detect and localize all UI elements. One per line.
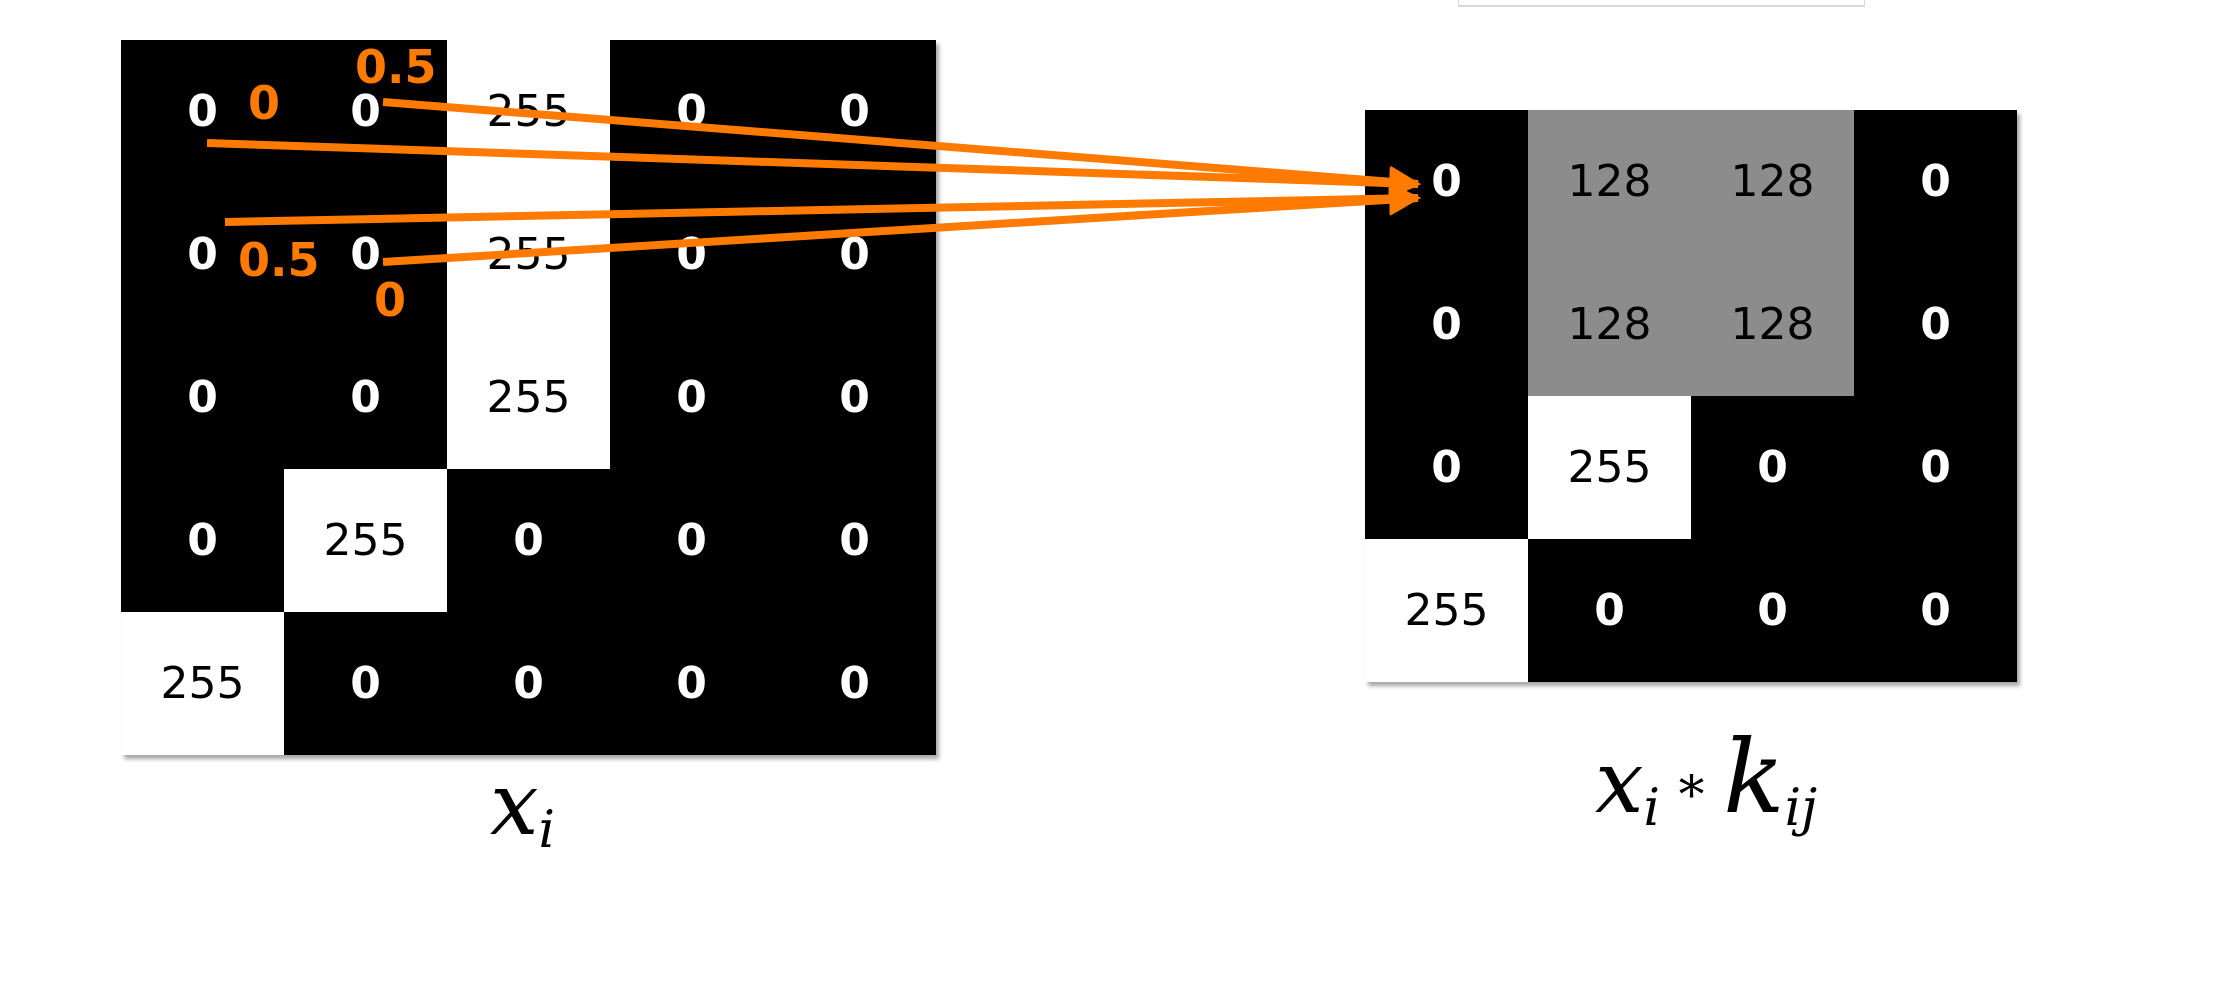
matrix-cell: 0 bbox=[284, 612, 447, 755]
output-matrix-label: xi ∗ kij bbox=[1595, 718, 1818, 838]
matrix-cell: 0 bbox=[121, 40, 284, 183]
matrix-cell: 255 bbox=[121, 612, 284, 755]
matrix-cell: 0 bbox=[1365, 110, 1528, 253]
matrix-cell: 0 bbox=[773, 326, 936, 469]
input-matrix-label: xi bbox=[490, 755, 556, 860]
matrix-cell: 255 bbox=[284, 469, 447, 612]
matrix-cell: 255 bbox=[447, 326, 610, 469]
matrix-cell: 0 bbox=[121, 326, 284, 469]
matrix-cell: 0 bbox=[1691, 539, 1854, 682]
matrix-cell: 0 bbox=[1528, 539, 1691, 682]
matrix-cell: 0 bbox=[1854, 396, 2017, 539]
matrix-cell: 0 bbox=[773, 183, 936, 326]
matrix-cell: 0 bbox=[1854, 539, 2017, 682]
matrix-cell: 0 bbox=[447, 469, 610, 612]
matrix-cell: 255 bbox=[447, 40, 610, 183]
matrix-cell: 0 bbox=[1365, 253, 1528, 396]
kernel-weight-bottom-left: 0.5 bbox=[238, 233, 320, 287]
matrix-cell: 128 bbox=[1528, 253, 1691, 396]
matrix-cell: 0 bbox=[773, 40, 936, 183]
matrix-cell: 128 bbox=[1528, 110, 1691, 253]
matrix-cell: 0 bbox=[1691, 396, 1854, 539]
matrix-cell: 0 bbox=[610, 40, 773, 183]
output-matrix: 0 128 128 0 0 128 128 0 0 255 0 0 255 0 0 0 bbox=[1365, 110, 2017, 682]
matrix-cell: 128 bbox=[1691, 253, 1854, 396]
matrix-cell: 0 bbox=[121, 183, 284, 326]
kernel-weight-bottom-right: 0 bbox=[374, 273, 407, 327]
matrix-cell: 0 bbox=[121, 469, 284, 612]
matrix-cell: 128 bbox=[1691, 110, 1854, 253]
matrix-cell: 0 bbox=[610, 183, 773, 326]
matrix-cell: 0 bbox=[1854, 110, 2017, 253]
matrix-cell: 0 bbox=[1854, 253, 2017, 396]
matrix-cell: 255 bbox=[1365, 539, 1528, 682]
matrix-cell: 255 bbox=[1528, 396, 1691, 539]
matrix-cell: 0 bbox=[610, 469, 773, 612]
kernel-weight-top-left: 0 bbox=[248, 76, 281, 130]
matrix-cell: 0 bbox=[773, 469, 936, 612]
kernel-weight-top-right: 0.5 bbox=[355, 40, 437, 94]
top-frame-fragment bbox=[1458, 0, 1865, 7]
matrix-cell: 0 bbox=[284, 326, 447, 469]
matrix-cell: 0 bbox=[610, 612, 773, 755]
matrix-cell: 0 bbox=[610, 326, 773, 469]
matrix-cell: 0 bbox=[447, 612, 610, 755]
input-matrix: 0 0 255 0 0 0 0 255 0 0 0 0 255 0 0 0 255 0 0 0 255 0 0 0 0 bbox=[121, 40, 936, 755]
matrix-cell: 0 bbox=[773, 612, 936, 755]
matrix-cell: 0 bbox=[1365, 396, 1528, 539]
matrix-cell: 255 bbox=[447, 183, 610, 326]
